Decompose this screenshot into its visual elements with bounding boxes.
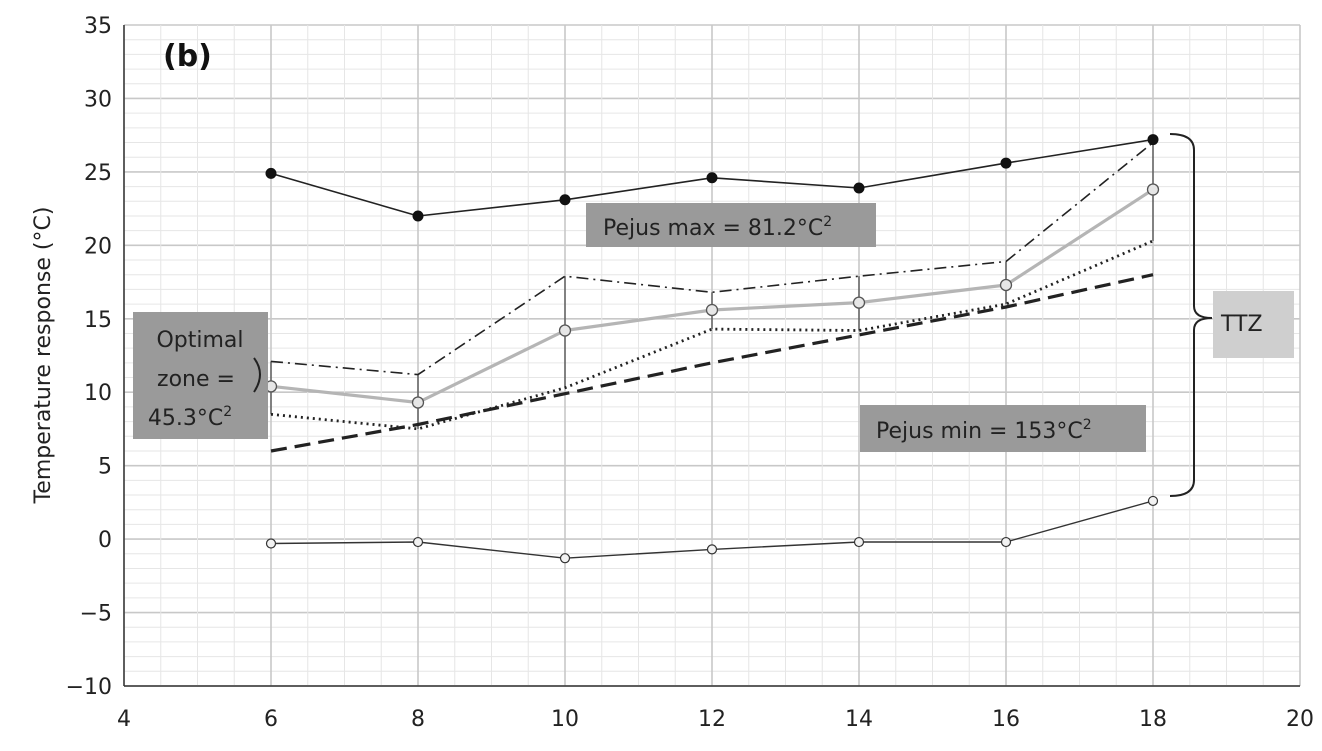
x-tick-label: 18: [1139, 707, 1167, 732]
ttz-label: TTZ: [1220, 312, 1263, 337]
optimal-zone-box: [133, 312, 268, 439]
pejus-max-superscript: 2: [823, 214, 832, 230]
markers-group: [264, 134, 1160, 564]
data-point: [265, 538, 277, 549]
pejus-max-text: Pejus max = 81.2°C: [603, 216, 823, 241]
data-point: [412, 210, 424, 222]
series-line-3: [270, 141, 1154, 376]
x-tick-label: 14: [845, 707, 873, 732]
data-point: [706, 172, 718, 184]
y-tick-label: 35: [84, 14, 112, 39]
series-line-5: [270, 273, 1154, 453]
optimal-zone-annotation: Optimal zone = 45.3°C2: [133, 312, 268, 439]
ttz-brace: [1169, 133, 1213, 497]
axes: −10 −5 0 5 10 15 20 25 30 35 4 6 8 10 12 14 16 18 20: [66, 14, 1314, 732]
data-point: [1000, 157, 1012, 169]
data-point: [265, 167, 277, 179]
pejus-min-annotation: Pejus min = 153°C2: [860, 405, 1146, 452]
y-tick-label: 15: [84, 308, 112, 333]
x-tick-label: 12: [698, 707, 726, 732]
data-point: [852, 296, 866, 309]
y-tick-label: −10: [66, 675, 112, 700]
pejus-max-annotation: Pejus max = 81.2°C2: [586, 203, 876, 247]
pejus-min-label: Pejus min = 153°C2: [876, 417, 1092, 444]
data-point: [412, 536, 424, 548]
optimal-zone-brace: [253, 357, 261, 393]
data-point: [1147, 495, 1159, 507]
data-point: [1000, 536, 1012, 548]
x-tick-label: 10: [551, 707, 579, 732]
pejus-max-box: [586, 203, 876, 247]
data-point: [705, 303, 719, 317]
ttz-annotation: TTZ: [1169, 133, 1294, 497]
y-axis-label: Temperature response (°C): [31, 207, 56, 505]
data-point: [853, 182, 865, 194]
y-tick-label: 0: [98, 528, 112, 553]
x-tick-label: 20: [1286, 707, 1314, 732]
y-tick-label: 25: [84, 161, 112, 186]
grid: [123, 24, 1301, 687]
pejus-max-label: Pejus max = 81.2°C2: [603, 214, 832, 241]
y-tick-label: 10: [84, 381, 112, 406]
data-point: [411, 396, 425, 409]
data-point: [558, 324, 572, 337]
optimal-zone-value: 45.3°C: [148, 406, 223, 431]
optimal-zone-line-3: 45.3°C2: [148, 404, 232, 431]
optimal-zone-line-1: Optimal: [156, 328, 243, 353]
data-point: [1147, 134, 1159, 146]
y-tick-label: 5: [98, 455, 112, 480]
pejus-min-superscript: 2: [1083, 417, 1092, 433]
pejus-min-box: [860, 405, 1146, 452]
x-tick-label: 16: [992, 707, 1020, 732]
x-tick-label: 4: [117, 707, 131, 732]
data-point: [559, 194, 571, 206]
pejus-min-text: Pejus min = 153°C: [876, 419, 1083, 444]
data-point: [559, 553, 571, 564]
panel-label: (b): [163, 39, 212, 74]
optimal-zone-line-2: zone =: [157, 367, 235, 392]
data-point: [1146, 183, 1160, 196]
x-tick-label: 6: [264, 707, 278, 732]
x-tick-label: 8: [411, 707, 425, 732]
y-tick-label: 20: [84, 234, 112, 259]
optimal-zone-superscript: 2: [223, 404, 232, 420]
data-point: [853, 536, 865, 548]
y-tick-label: −5: [80, 602, 112, 627]
ttz-box: [1213, 291, 1294, 358]
y-tick-label: 30: [84, 87, 112, 112]
data-point: [999, 278, 1013, 292]
data-point: [706, 544, 718, 555]
